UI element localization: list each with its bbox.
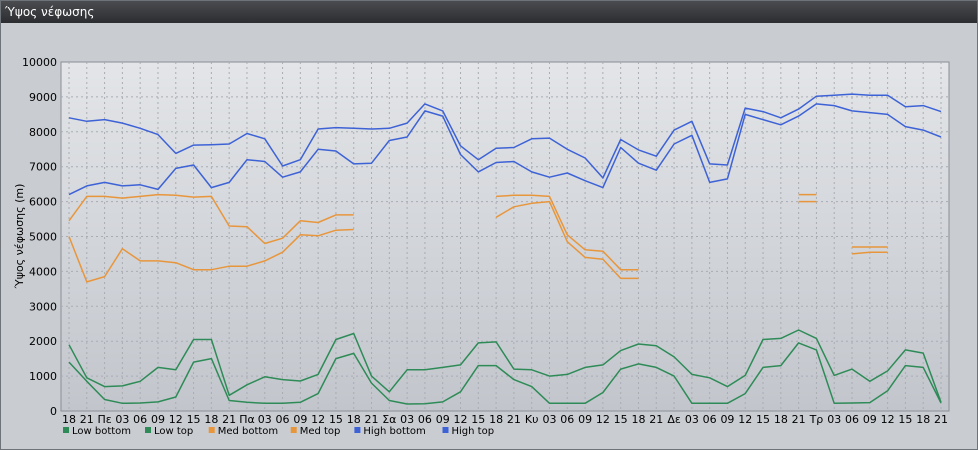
x-tick-label: 06 — [845, 413, 859, 426]
x-tick-label: 09 — [151, 413, 165, 426]
x-tick-label: 12 — [596, 413, 610, 426]
x-tick-label: 06 — [703, 413, 717, 426]
y-tick-label: 3000 — [29, 300, 57, 313]
y-tick-label: 5000 — [29, 231, 57, 244]
x-tick-label: 15 — [329, 413, 343, 426]
legend-swatch — [354, 427, 361, 433]
series-line-2 — [68, 200, 888, 283]
x-tick-label: 18 — [489, 413, 503, 426]
window-titlebar: Ύψος νέφωσης — [1, 1, 977, 23]
x-tick-label: 09 — [436, 413, 450, 426]
x-tick-label: 18 — [62, 413, 76, 426]
y-tick-label: 10000 — [22, 56, 57, 69]
x-tick-label: Τρ — [809, 413, 824, 426]
y-tick-label: 9000 — [29, 91, 57, 104]
series-line-0 — [68, 342, 942, 405]
x-tick-label: 21 — [222, 413, 236, 426]
legend-entry: Low top — [154, 426, 193, 437]
x-tick-label: 15 — [471, 413, 485, 426]
window-title: Ύψος νέφωσης — [5, 5, 95, 19]
x-tick-label: 09 — [578, 413, 592, 426]
legend-entry: Low bottom — [72, 426, 131, 437]
x-tick-label: 03 — [542, 413, 556, 426]
legend-swatch — [145, 427, 151, 433]
x-tick-label: 03 — [258, 413, 272, 426]
x-tick-label: 15 — [614, 413, 628, 426]
cloud-height-chart: 0 1000 2000 3000 4000 5000 6000 7000 8000 9000 100… — [13, 56, 950, 437]
legend-entry: Med top — [300, 426, 341, 437]
x-tick-label: 12 — [311, 413, 325, 426]
x-tick-label: 21 — [649, 413, 663, 426]
x-tick-label: 18 — [916, 413, 930, 426]
x-tick-label: 21 — [365, 413, 379, 426]
x-tick-label: 06 — [418, 413, 432, 426]
x-tick-label: Σα — [382, 413, 396, 426]
x-tick-label: 03 — [685, 413, 699, 426]
legend-entry: High bottom — [363, 426, 425, 437]
x-tick-label: 09 — [293, 413, 307, 426]
series-line-4 — [68, 103, 942, 196]
x-tick-label: Δε — [667, 413, 681, 426]
x-tick-label: 21 — [507, 413, 521, 426]
x-tick-label: 03 — [115, 413, 129, 426]
x-tick-label: 15 — [187, 413, 201, 426]
legend-swatch — [442, 427, 449, 433]
y-tick-label: 2000 — [29, 335, 57, 348]
x-tick-label: Πα — [239, 413, 255, 426]
x-tick-label: 15 — [898, 413, 912, 426]
x-tick-label: 09 — [863, 413, 877, 426]
y-tick-label: 8000 — [29, 126, 57, 139]
legend-swatch — [208, 427, 215, 433]
y-tick-label: 7000 — [29, 161, 57, 174]
x-tick-label: 18 — [347, 413, 361, 426]
y-tick-label: 1000 — [29, 370, 57, 383]
x-tick-label: 12 — [881, 413, 895, 426]
legend-entry: High top — [452, 426, 495, 437]
y-axis-label: Ύψος νέφωσης (m) — [13, 184, 26, 290]
x-tick-label: 21 — [80, 413, 94, 426]
series-line-5 — [68, 93, 942, 179]
x-tick-label: 06 — [276, 413, 290, 426]
x-tick-label: 15 — [756, 413, 770, 426]
x-tick-label: Πε — [97, 413, 111, 426]
x-tick-label: 18 — [204, 413, 218, 426]
y-tick-label: 0 — [50, 405, 57, 418]
x-tick-label: Κυ — [525, 413, 539, 426]
x-tick-label: 06 — [133, 413, 147, 426]
x-tick-label: 18 — [631, 413, 645, 426]
series-line-3 — [68, 193, 888, 271]
x-tick-label: 09 — [720, 413, 734, 426]
x-tick-label: 21 — [792, 413, 806, 426]
x-tick-label: 03 — [400, 413, 414, 426]
x-tick-label: 03 — [827, 413, 841, 426]
legend-entry: Med bottom — [218, 426, 278, 437]
legend-swatch — [290, 427, 297, 433]
x-tick-label: 21 — [934, 413, 948, 426]
x-tick-label: 06 — [560, 413, 574, 426]
x-tick-label: 18 — [774, 413, 788, 426]
x-tick-label: 12 — [169, 413, 183, 426]
y-tick-label: 6000 — [29, 196, 57, 209]
y-tick-label: 4000 — [29, 265, 57, 278]
series-line-1 — [68, 329, 942, 403]
plot-area — [60, 61, 950, 412]
legend-swatch — [63, 427, 69, 433]
x-tick-label: 12 — [454, 413, 468, 426]
x-tick-label: 12 — [738, 413, 752, 426]
